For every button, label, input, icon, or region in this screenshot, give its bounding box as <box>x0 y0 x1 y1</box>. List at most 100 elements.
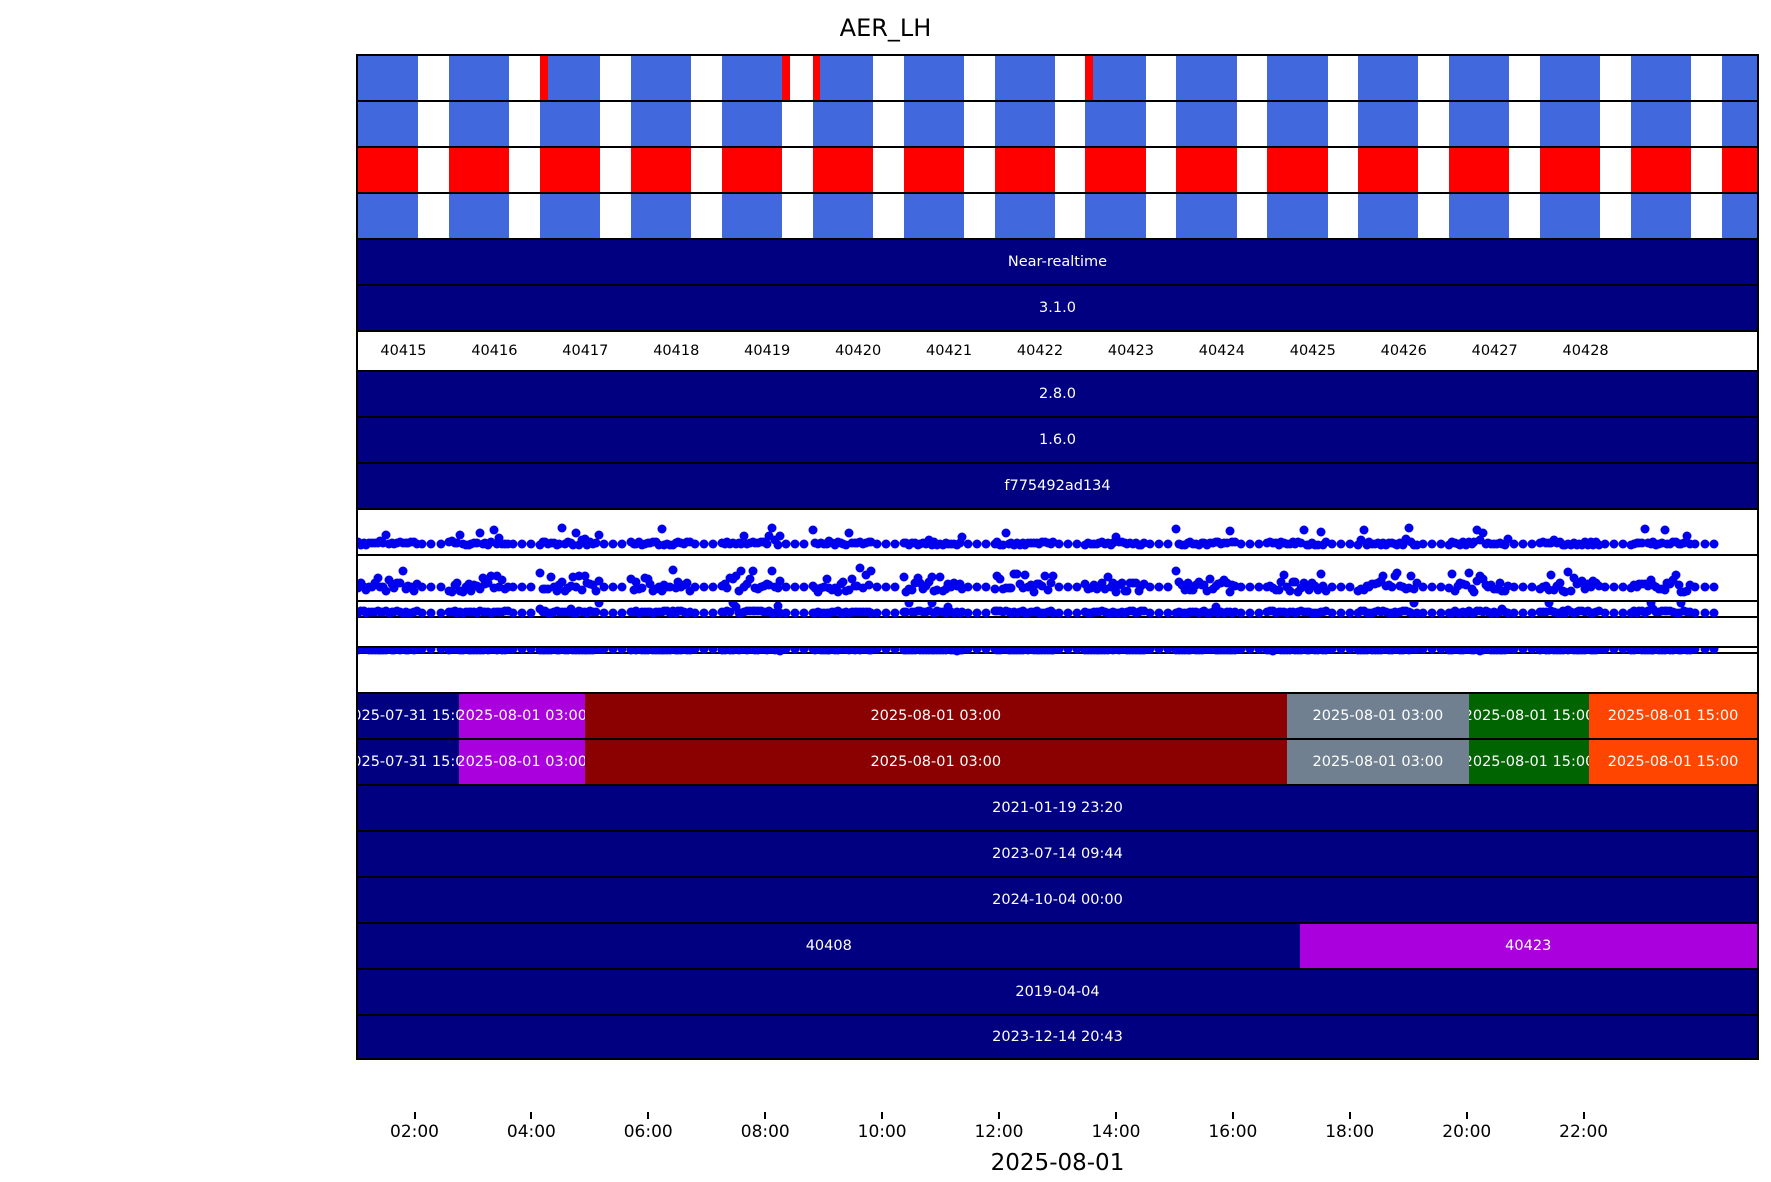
segment-status-met-2d-10[interactable] <box>1267 102 1328 146</box>
segment-orbit-2[interactable]: 40417 <box>539 332 631 370</box>
segment-ref-dem-0[interactable]: 2019-04-04 <box>358 970 1757 1014</box>
segment-processing-status-11[interactable] <box>1085 56 1094 100</box>
segment-orbit-12[interactable]: 40427 <box>1449 332 1541 370</box>
segment-status-npp-viirs-6[interactable] <box>903 194 964 238</box>
segment-cfg-aer-lh-0[interactable]: 2024-10-04 00:00 <box>358 878 1757 922</box>
segment-status-nise-9[interactable] <box>1176 148 1237 192</box>
segment-status-nise-5[interactable] <box>812 148 873 192</box>
segment-status-met-2d-4[interactable] <box>721 102 782 146</box>
segment-status-met-2d-3[interactable] <box>630 102 691 146</box>
segment-status-nise-7[interactable] <box>994 148 1055 192</box>
segment-status-npp-viirs-5[interactable] <box>812 194 873 238</box>
segment-status-npp-viirs-15[interactable] <box>1722 194 1757 238</box>
segment-status-npp-viirs-12[interactable] <box>1449 194 1510 238</box>
segment-processing-status-7[interactable] <box>812 56 821 100</box>
segment-status-npp-viirs-8[interactable] <box>1085 194 1146 238</box>
segment-status-npp-viirs-2[interactable] <box>539 194 601 238</box>
segment-status-met-2d-7[interactable] <box>994 102 1055 146</box>
segment-processing-status-4[interactable] <box>630 56 691 100</box>
segment-aux-met-tp-0[interactable]: 2025-07-31 15:00 <box>358 740 459 784</box>
segment-revision-0[interactable]: f775492ad134 <box>358 464 1757 508</box>
segment-orbit-9[interactable]: 40424 <box>1176 332 1268 370</box>
segment-status-npp-viirs-13[interactable] <box>1540 194 1601 238</box>
segment-processing-status-6[interactable] <box>781 56 790 100</box>
segment-orbit-6[interactable]: 40421 <box>903 332 995 370</box>
segment-processing-status-16[interactable] <box>1449 56 1510 100</box>
segment-status-nise-10[interactable] <box>1267 148 1328 192</box>
segment-processing-status-9[interactable] <box>903 56 964 100</box>
segment-orbit-7[interactable]: 40422 <box>994 332 1086 370</box>
segment-orbit-5[interactable]: 40420 <box>812 332 904 370</box>
segment-aux-met-tp-3[interactable]: 2025-08-01 03:00 <box>1286 740 1469 784</box>
segment-status-npp-viirs-11[interactable] <box>1358 194 1419 238</box>
segment-l1b-ir-uvn-0[interactable]: 40408 <box>358 924 1300 968</box>
segment-aux-met-2d-1[interactable]: 2025-08-01 03:00 <box>458 694 585 738</box>
segment-l1b-ir-uvn-1[interactable]: 40423 <box>1299 924 1757 968</box>
segment-status-npp-viirs-9[interactable] <box>1176 194 1237 238</box>
segment-status-nise-2[interactable] <box>539 148 601 192</box>
segment-status-nise-14[interactable] <box>1631 148 1692 192</box>
segment-status-nise-6[interactable] <box>903 148 964 192</box>
segment-status-npp-viirs-1[interactable] <box>448 194 510 238</box>
segment-status-met-2d-2[interactable] <box>539 102 601 146</box>
segment-status-nise-4[interactable] <box>721 148 782 192</box>
segment-status-nise-11[interactable] <box>1358 148 1419 192</box>
segment-orbit-10[interactable]: 40425 <box>1267 332 1359 370</box>
segment-orbit-3[interactable]: 40418 <box>630 332 722 370</box>
segment-orbit-4[interactable]: 40419 <box>721 332 813 370</box>
segment-processing-status-10[interactable] <box>994 56 1055 100</box>
segment-status-nise-0[interactable] <box>358 148 419 192</box>
segment-aux-met-tp-1[interactable]: 2025-08-01 03:00 <box>458 740 585 784</box>
segment-aux-met-2d-4[interactable]: 2025-08-01 15:00 <box>1468 694 1590 738</box>
segment-aux-met-2d-0[interactable]: 2025-07-31 15:00 <box>358 694 459 738</box>
segment-orbit-1[interactable]: 40416 <box>448 332 540 370</box>
segment-processing-status-5[interactable] <box>721 56 782 100</box>
segment-aux-met-tp-2[interactable]: 2025-08-01 03:00 <box>584 740 1287 784</box>
segment-status-met-2d-11[interactable] <box>1358 102 1419 146</box>
segment-status-nise-12[interactable] <box>1449 148 1510 192</box>
segment-processing-status-3[interactable] <box>547 56 601 100</box>
segment-aux-met-tp-5[interactable]: 2025-08-01 15:00 <box>1589 740 1757 784</box>
segment-status-met-2d-1[interactable] <box>448 102 510 146</box>
segment-processing-status-19[interactable] <box>1722 56 1757 100</box>
segment-processing-status-12[interactable] <box>1093 56 1146 100</box>
segment-processing-mode-0[interactable]: Near-realtime <box>358 240 1757 284</box>
segment-status-npp-viirs-4[interactable] <box>721 194 782 238</box>
segment-aux-sf-uvn-0[interactable]: 2023-07-14 09:44 <box>358 832 1757 876</box>
segment-status-nise-13[interactable] <box>1540 148 1601 192</box>
segment-aux-met-2d-3[interactable]: 2025-08-01 03:00 <box>1286 694 1469 738</box>
segment-processing-status-14[interactable] <box>1267 56 1328 100</box>
segment-processing-status-8[interactable] <box>820 56 873 100</box>
segment-aux-met-2d-2[interactable]: 2025-08-01 03:00 <box>584 694 1287 738</box>
segment-orbit-0[interactable]: 40415 <box>358 332 449 370</box>
segment-status-met-2d-8[interactable] <box>1085 102 1146 146</box>
segment-aux-o3-m-0[interactable]: 2021-01-19 23:20 <box>358 786 1757 830</box>
segment-processing-status-1[interactable] <box>448 56 510 100</box>
segment-processing-status-15[interactable] <box>1358 56 1419 100</box>
segment-ref-ler-0[interactable]: 2023-12-14 20:43 <box>358 1016 1757 1058</box>
segment-processor-version-0[interactable]: 2.8.0 <box>358 372 1757 416</box>
segment-algorithm-version-0[interactable]: 3.1.0 <box>358 286 1757 330</box>
segment-status-met-2d-13[interactable] <box>1540 102 1601 146</box>
segment-processing-status-2[interactable] <box>539 56 548 100</box>
segment-status-nise-1[interactable] <box>448 148 510 192</box>
segment-processing-status-0[interactable] <box>358 56 419 100</box>
segment-orbit-11[interactable]: 40426 <box>1358 332 1450 370</box>
segment-status-npp-viirs-0[interactable] <box>358 194 419 238</box>
segment-status-met-2d-9[interactable] <box>1176 102 1237 146</box>
segment-status-nise-15[interactable] <box>1722 148 1757 192</box>
segment-status-met-2d-15[interactable] <box>1722 102 1757 146</box>
segment-status-npp-viirs-7[interactable] <box>994 194 1055 238</box>
segment-status-nise-3[interactable] <box>630 148 691 192</box>
segment-aux-met-2d-5[interactable]: 2025-08-01 15:00 <box>1589 694 1757 738</box>
segment-status-met-2d-5[interactable] <box>812 102 873 146</box>
segment-orbit-8[interactable]: 40423 <box>1085 332 1177 370</box>
segment-status-met-2d-0[interactable] <box>358 102 419 146</box>
segment-status-nise-8[interactable] <box>1085 148 1146 192</box>
segment-processing-status-13[interactable] <box>1176 56 1237 100</box>
segment-status-met-2d-12[interactable] <box>1449 102 1510 146</box>
segment-status-met-2d-6[interactable] <box>903 102 964 146</box>
segment-status-npp-viirs-3[interactable] <box>630 194 691 238</box>
segment-orbit-13[interactable]: 40428 <box>1540 332 1632 370</box>
segment-processing-status-17[interactable] <box>1540 56 1601 100</box>
